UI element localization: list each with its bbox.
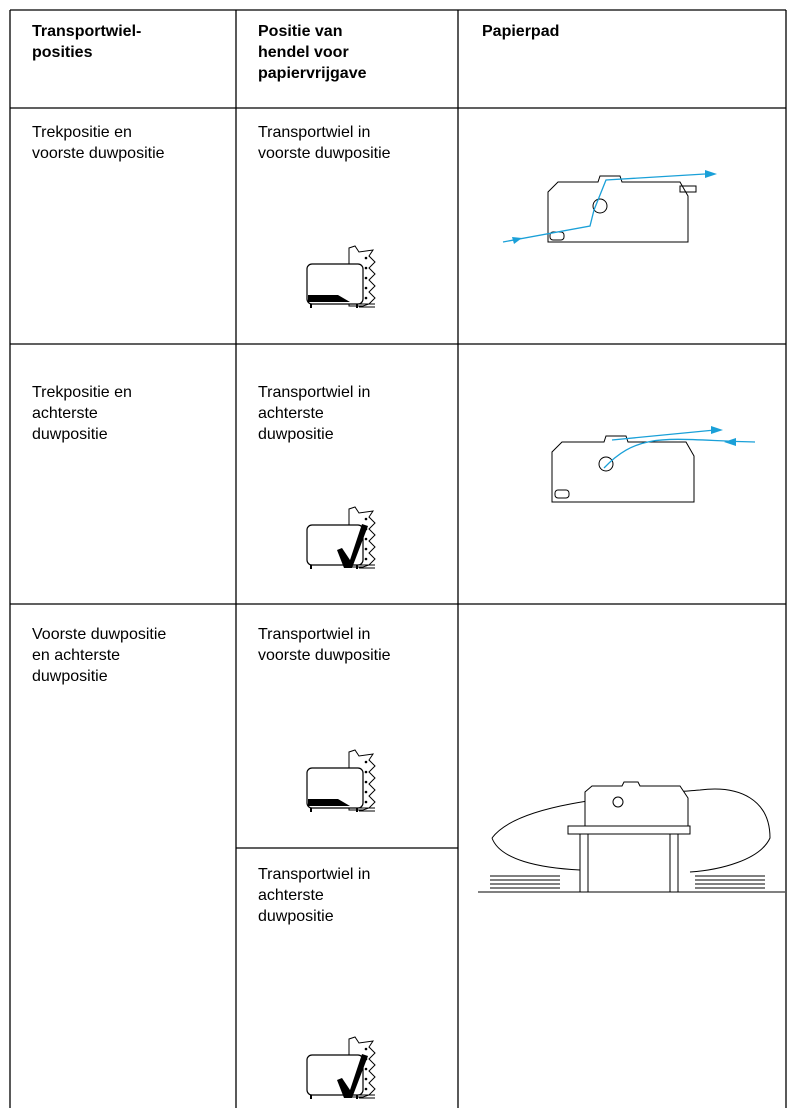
lever-cell: Transportwiel in achterste duwpositie — [258, 382, 370, 445]
position-cell: Trekpositie en voorste duwpositie — [32, 122, 165, 164]
text-line: voorste duwpositie — [32, 145, 165, 162]
lever-front-icon — [306, 749, 376, 813]
text-line: achterste — [258, 405, 324, 422]
text-line: Transportwiel- — [32, 23, 142, 40]
text-line: papiervrijgave — [258, 65, 367, 82]
text-line: Trekpositie en — [32, 384, 132, 401]
lever-rear-icon — [306, 1036, 376, 1100]
text-line: Trekpositie en — [32, 124, 132, 141]
lever-cell: Transportwiel in voorste duwpositie — [258, 624, 391, 666]
text-line: duwpositie — [32, 426, 108, 443]
text-line: Transportwiel in — [258, 384, 371, 401]
paper-path-front — [502, 170, 717, 244]
text-line: hendel voor — [258, 44, 349, 61]
text-line: duwpositie — [32, 668, 108, 685]
lever-cell: Transportwiel in voorste duwpositie — [258, 122, 391, 164]
text-line: en achterste — [32, 647, 121, 664]
paper-path-rear — [551, 426, 756, 503]
text-line: Transportwiel in — [258, 866, 371, 883]
text-line: Papierpad — [482, 23, 560, 40]
lever-cell: Transportwiel in achterste duwpositie — [258, 864, 370, 927]
text-line: Positie van — [258, 23, 343, 40]
header-cell: Transportwiel-posities — [32, 21, 141, 63]
text-line: Transportwiel in — [258, 626, 371, 643]
table-borders — [9, 9, 787, 1108]
lever-front-icon — [306, 245, 376, 309]
text-line: voorste duwpositie — [258, 647, 391, 664]
text-line: duwpositie — [258, 908, 334, 925]
lever-rear-icon — [306, 506, 376, 570]
header-cell: Positie van hendel voor papiervrijgave — [258, 21, 367, 84]
text-line: duwpositie — [258, 426, 334, 443]
text-line: Transportwiel in — [258, 124, 371, 141]
text-line: achterste — [258, 887, 324, 904]
position-cell: Trekpositie en achterste duwpositie — [32, 382, 132, 445]
position-cell: Voorste duwpositie en achterste duwpositie — [32, 624, 166, 687]
text-line: achterste — [32, 405, 98, 422]
header-cell: Papierpad — [482, 21, 559, 42]
text-line: Voorste duwpositie — [32, 626, 167, 643]
paper-path-both — [478, 781, 785, 893]
text-line: voorste duwpositie — [258, 145, 391, 162]
text-line: posities — [32, 44, 93, 61]
